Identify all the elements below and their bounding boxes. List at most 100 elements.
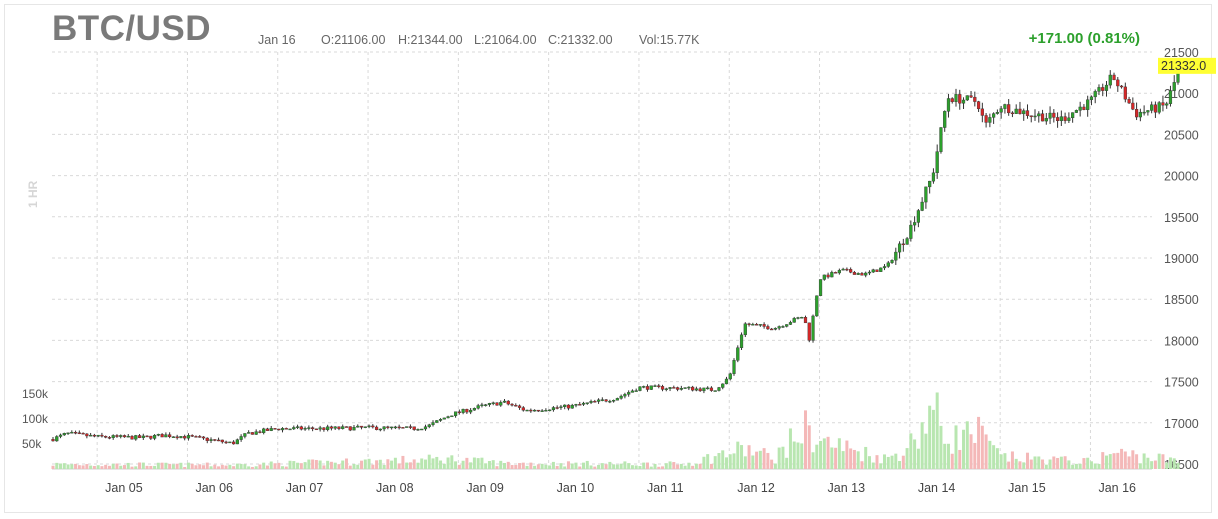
candle-body <box>85 433 89 437</box>
volume-tick-label: 150k <box>22 387 49 401</box>
x-tick-label: Jan 07 <box>286 481 324 495</box>
volume-bar <box>371 464 375 469</box>
volume-bar <box>360 460 364 469</box>
candle-body <box>1123 86 1127 100</box>
volume-bar <box>676 464 680 469</box>
volume-bar <box>337 464 341 469</box>
volume-bar <box>518 463 522 469</box>
volume-bar <box>1123 451 1127 469</box>
volume-bar <box>574 462 578 469</box>
candle-body <box>258 431 262 433</box>
volume-bar <box>416 462 420 469</box>
volume-bar <box>1033 456 1037 469</box>
ohlc-open: O:21106.00 <box>321 33 386 47</box>
x-tick-label: Jan 09 <box>466 481 504 495</box>
candle-body <box>149 435 153 439</box>
volume-bar <box>540 463 544 469</box>
candle-body <box>566 404 571 409</box>
volume-bar <box>913 439 917 469</box>
volume-bar <box>1172 458 1176 469</box>
volume-bar <box>213 464 217 469</box>
volume-bar <box>1131 450 1135 469</box>
volume-bar <box>668 461 672 469</box>
volume-bar <box>254 466 258 469</box>
x-tick-label: Jan 13 <box>828 481 866 495</box>
candle-body <box>551 407 556 411</box>
candle-body <box>897 243 902 253</box>
candle-body <box>683 387 687 389</box>
candle-body <box>698 388 702 392</box>
volume-bar <box>138 462 142 469</box>
candle-body <box>491 402 495 404</box>
volume-bar <box>856 451 860 469</box>
volume-bar <box>563 466 567 469</box>
candle-body <box>807 322 811 341</box>
volume-bar <box>980 425 984 469</box>
candle-body <box>122 435 127 438</box>
volume-bar <box>804 410 807 469</box>
candle-body <box>630 390 635 393</box>
candle-body <box>645 386 650 390</box>
volume-bar <box>645 462 649 469</box>
volume-bar <box>536 464 540 469</box>
volume-bar <box>329 461 333 469</box>
volume-bar <box>638 466 642 469</box>
candle-body <box>1003 104 1007 109</box>
volume-bar <box>841 451 845 469</box>
candle-body <box>1074 110 1078 113</box>
volume-bar <box>1029 459 1033 469</box>
candle-body <box>168 434 172 437</box>
volume-bar <box>770 459 774 469</box>
volume-bar <box>258 464 262 469</box>
candle-body <box>1097 87 1101 92</box>
volume-bar <box>973 442 977 469</box>
candle-body <box>1022 110 1026 115</box>
volume-bar <box>1135 454 1139 469</box>
candle-body <box>627 392 631 395</box>
candle-body <box>164 434 168 438</box>
volume-bar <box>879 463 883 469</box>
candle-body <box>1165 103 1169 106</box>
volume-bar <box>160 462 164 469</box>
volume-bar <box>405 462 409 469</box>
volume-bar <box>1041 459 1045 469</box>
volume-bar <box>55 462 59 469</box>
candle-body <box>732 360 736 374</box>
volume-bar <box>792 441 796 469</box>
last-price-marker <box>1158 57 1216 74</box>
candle-body <box>928 180 932 188</box>
candle-body <box>51 439 55 442</box>
candle-body <box>231 441 236 445</box>
volume-bar <box>559 463 563 469</box>
volume-bar <box>698 463 702 469</box>
candle-body <box>371 425 375 428</box>
candle-body <box>976 101 981 110</box>
candle-body <box>834 272 838 274</box>
candle-body <box>333 426 337 429</box>
volume-bar <box>883 454 887 469</box>
volume-bar <box>450 455 454 469</box>
candle-body <box>1172 82 1176 91</box>
candle-body <box>668 387 672 389</box>
candle-body <box>427 424 431 427</box>
volume-bar <box>687 462 691 469</box>
volume-bar <box>706 454 710 469</box>
volume-bar <box>834 447 838 469</box>
volume-bar <box>265 465 269 469</box>
candle-body <box>1089 96 1094 100</box>
volume-bar <box>1112 453 1116 469</box>
candle-body <box>179 436 183 439</box>
candle-body <box>931 172 936 182</box>
candle-body <box>1131 102 1135 110</box>
volume-bar <box>713 456 717 469</box>
volume-bar <box>318 460 322 469</box>
volume-bar <box>875 455 879 469</box>
candle-body <box>156 434 160 436</box>
volume-bar <box>600 463 604 469</box>
volume-bar <box>826 436 830 469</box>
volume-bar <box>341 460 345 469</box>
candle-body <box>307 427 311 429</box>
volume-bar <box>822 438 826 469</box>
candle-body <box>879 267 883 272</box>
candle-body <box>1116 79 1120 87</box>
